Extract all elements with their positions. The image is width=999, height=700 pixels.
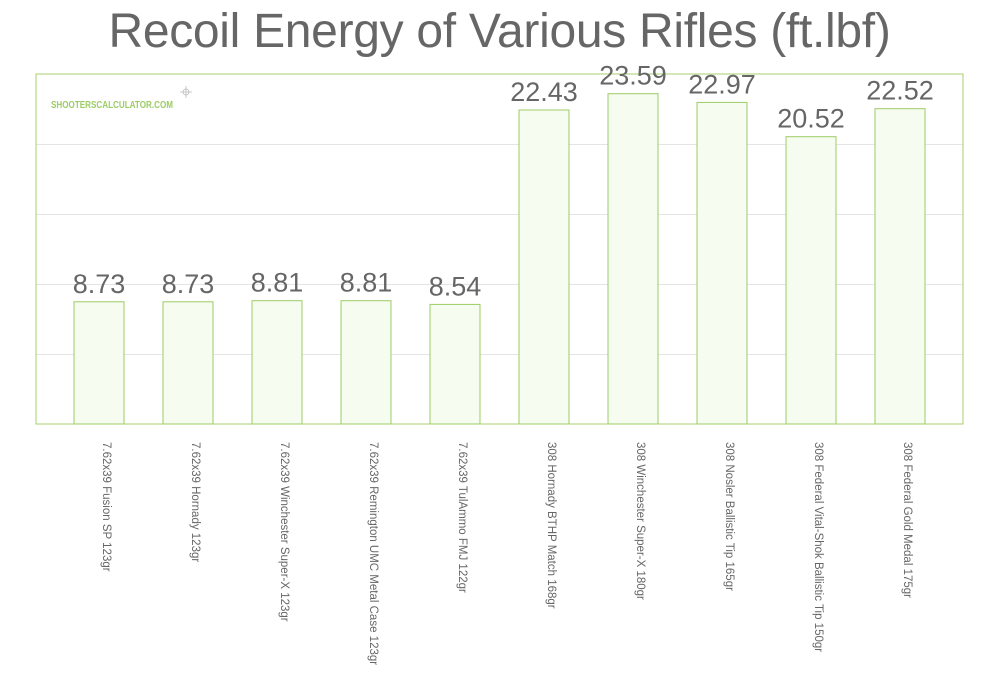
bar xyxy=(340,300,392,425)
data-label: 22.52 xyxy=(866,76,934,106)
bars xyxy=(73,93,926,425)
data-label: 8.73 xyxy=(162,269,215,299)
x-tick-label: 7.62x39 Remington UMC Metal Case 123gr xyxy=(367,442,379,665)
x-tick-label: 308 Hornady BTHP Match 168gr xyxy=(545,442,557,609)
bar xyxy=(162,301,214,425)
data-label: 20.52 xyxy=(777,104,845,134)
data-label: 8.81 xyxy=(251,268,304,298)
bar xyxy=(429,303,481,425)
bar xyxy=(251,300,303,425)
x-tick-labels: 7.62x39 Fusion SP 123gr 7.62x39 Hornady 1… xyxy=(100,442,913,665)
data-label: 22.43 xyxy=(510,77,578,107)
data-label: 22.97 xyxy=(688,69,756,99)
bar xyxy=(518,109,570,425)
chart-title: Recoil Energy of Various Rifles (ft.lbf) xyxy=(108,5,891,58)
bar xyxy=(874,108,926,425)
data-label: 8.81 xyxy=(340,268,393,298)
data-labels: 8.73 8.73 8.81 8.81 8.54 22.43 23.59 22.97 20.52… xyxy=(73,61,934,302)
bar xyxy=(73,301,125,425)
bar xyxy=(607,93,659,425)
bar xyxy=(696,101,748,425)
data-label: 23.59 xyxy=(599,61,667,91)
x-tick-label: 7.62x39 Winchester Super-X 123gr xyxy=(278,442,290,622)
bar xyxy=(785,136,837,425)
x-tick-label: 7.62x39 Hornady 123gr xyxy=(189,442,201,562)
x-tick-label: 308 Nosler Ballistic Tip 165gr xyxy=(723,442,735,591)
data-label: 8.73 xyxy=(73,269,126,299)
crosshair-icon xyxy=(180,86,192,98)
watermark-text: SHOOTERSCALCULATOR.COM xyxy=(51,100,173,111)
plot-frame xyxy=(35,73,964,425)
x-tick-label: 308 Winchester Super-X 180gr xyxy=(634,442,646,600)
x-tick-label: 7.62x39 Fusion SP 123gr xyxy=(100,442,112,572)
data-label: 8.54 xyxy=(429,271,482,301)
x-tick-label: 7.62x39 TulAmmo FMJ 122gr xyxy=(456,442,468,593)
x-tick-label: 308 Federal Vital-Shok Ballistic Tip 150… xyxy=(812,442,824,652)
x-tick-label: 308 Federal Gold Medal 175gr xyxy=(901,442,913,598)
